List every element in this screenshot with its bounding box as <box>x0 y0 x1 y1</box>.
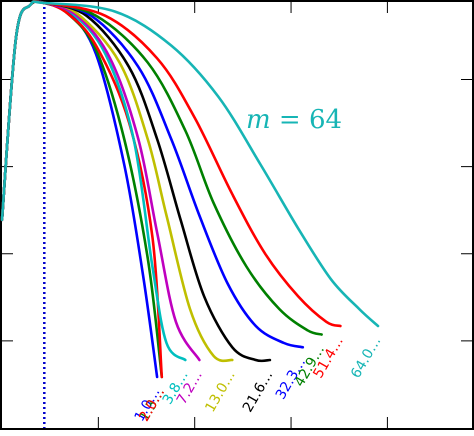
series-line <box>0 0 159 379</box>
series-group <box>0 0 380 379</box>
series-line <box>0 0 380 328</box>
series-line <box>0 0 272 363</box>
annotation-m: m = 64 <box>246 105 342 135</box>
annotation-var: m <box>246 105 271 135</box>
series-line <box>0 0 342 328</box>
series-line <box>0 0 323 336</box>
series-line <box>0 0 164 379</box>
series-end-label: 21.6… <box>240 368 276 415</box>
tick-marks <box>2 2 472 428</box>
series-end-label: 13.0… <box>202 368 238 415</box>
annotation-rest: = 64 <box>271 105 342 135</box>
series-line <box>0 0 234 363</box>
series-line <box>0 0 164 379</box>
series-end-label: 64.0… <box>348 334 384 381</box>
